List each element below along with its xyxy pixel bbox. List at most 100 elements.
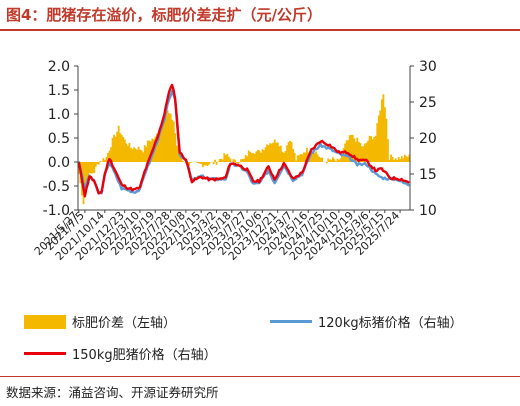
- spread-bar: [120, 134, 123, 162]
- spread-bar: [296, 155, 299, 162]
- spread-bar: [174, 133, 177, 162]
- spread-bar: [206, 162, 209, 167]
- spread-bar: [134, 148, 137, 162]
- series-line-fat: [77, 83, 410, 198]
- spread-bar: [336, 158, 339, 162]
- spread-bar: [316, 154, 319, 162]
- spread-bar: [178, 152, 181, 162]
- spread-bar: [249, 151, 252, 162]
- spread-bar: [367, 140, 369, 162]
- spread-bar: [137, 146, 140, 162]
- left-tick-label: 1.0: [48, 107, 70, 123]
- spread-bar: [172, 121, 175, 162]
- spread-bar: [397, 157, 400, 162]
- spread-bar: [188, 162, 190, 166]
- spread-bar: [128, 143, 131, 162]
- spread-bar: [224, 155, 227, 162]
- spread-bar: [261, 149, 264, 162]
- spread-bar: [171, 119, 174, 162]
- spread-bar: [96, 162, 99, 165]
- spread-bar: [234, 159, 236, 162]
- spread-bar: [198, 162, 201, 164]
- spread-bar: [295, 160, 298, 162]
- spread-bar: [208, 162, 210, 165]
- spread-bar: [247, 150, 250, 162]
- spread-bar: [257, 150, 259, 162]
- spread-bar: [240, 159, 243, 162]
- spread-bar: [390, 154, 392, 162]
- spread-bar: [403, 154, 406, 162]
- spread-bar: [84, 162, 86, 195]
- spread-bar: [91, 162, 94, 174]
- spread-bar: [244, 155, 247, 162]
- spread-bar: [298, 155, 301, 162]
- spread-bar: [325, 162, 328, 164]
- legend-swatch-spread: [24, 314, 66, 329]
- spread-bar: [359, 143, 362, 162]
- spread-bar: [177, 146, 180, 162]
- spread-bar: [387, 139, 389, 162]
- spread-bar: [131, 149, 134, 162]
- spread-bar: [310, 151, 313, 162]
- spread-bar: [330, 160, 333, 162]
- spread-bar: [350, 134, 353, 162]
- spread-bar: [90, 162, 93, 174]
- spread-bar: [400, 156, 403, 162]
- spread-bar: [301, 154, 304, 162]
- spread-bar: [286, 145, 288, 162]
- spread-bar: [328, 159, 331, 162]
- title-divider: [0, 29, 520, 31]
- spread-bar: [116, 131, 119, 162]
- spread-bar: [351, 134, 354, 162]
- spread-bar: [290, 141, 293, 162]
- spread-bar: [85, 162, 88, 186]
- spread-bar: [272, 142, 275, 162]
- spread-bar: [399, 159, 402, 162]
- spread-bar: [364, 143, 366, 162]
- legend-label-standard: 120kg标猪价格（右轴）: [318, 316, 463, 331]
- spread-bar: [406, 157, 409, 162]
- spread-bar: [88, 162, 91, 174]
- spread-bar: [312, 151, 314, 162]
- spread-bar: [102, 158, 105, 162]
- source-note: 数据来源：涌益咨询、开源证券研究所: [6, 385, 219, 400]
- spread-bar: [117, 125, 120, 162]
- spread-bar: [237, 162, 239, 164]
- spread-bar: [166, 110, 169, 162]
- left-tick-label: 2.0: [48, 59, 70, 75]
- spread-bar: [391, 157, 394, 162]
- spread-bar: [238, 162, 241, 163]
- spread-bar: [339, 158, 342, 162]
- spread-bar: [97, 162, 100, 165]
- spread-bar: [243, 158, 246, 162]
- spread-bar: [405, 156, 408, 162]
- spread-bar: [266, 144, 269, 162]
- spread-bar: [182, 160, 184, 162]
- spread-bar: [302, 152, 305, 162]
- spread-bar: [278, 146, 281, 162]
- spread-bar: [130, 147, 132, 162]
- spread-bar: [200, 162, 203, 165]
- spread-bar: [220, 158, 223, 162]
- spread-bar: [107, 153, 109, 162]
- right-tick-label: 10: [419, 203, 437, 219]
- legend-swatch-fat: [24, 352, 66, 355]
- spread-bar: [327, 158, 330, 162]
- spread-bar: [156, 133, 158, 162]
- spread-bar: [315, 151, 317, 162]
- spread-bar: [373, 136, 376, 162]
- spread-bar: [252, 153, 255, 162]
- spread-bar: [347, 140, 350, 162]
- spread-bar: [374, 135, 377, 162]
- spread-bar: [241, 158, 244, 162]
- spread-bar: [383, 107, 386, 162]
- spread-bar: [281, 151, 284, 162]
- spread-bar: [333, 159, 336, 162]
- spread-bar: [388, 159, 391, 162]
- spread-bar: [189, 162, 192, 163]
- spread-bar: [357, 141, 360, 162]
- left-tick-label: -1.0: [43, 203, 70, 219]
- spread-bar: [123, 139, 126, 162]
- spread-bar: [365, 142, 368, 162]
- spread-bar: [293, 152, 296, 162]
